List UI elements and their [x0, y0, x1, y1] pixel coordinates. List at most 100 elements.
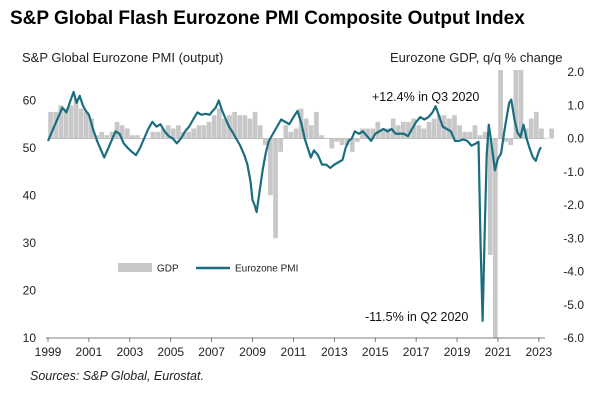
gdp-bar: [493, 138, 498, 338]
gdp-bar: [78, 108, 84, 139]
gdp-bar: [380, 128, 386, 139]
gdp-bar: [150, 131, 156, 139]
gdp-bar: [124, 128, 130, 139]
gdp-bar: [119, 125, 125, 139]
gdp-bar: [288, 131, 294, 139]
gdp-bar: [416, 125, 422, 139]
left-tick-label: 50: [23, 141, 37, 155]
gdp-bar: [109, 131, 115, 139]
right-tick-label: -4.0: [563, 265, 584, 279]
gdp-bar: [528, 118, 534, 139]
gdp-bar: [191, 128, 197, 139]
gdp-bar: [370, 128, 376, 139]
right-tick-label: -6.0: [563, 331, 584, 345]
gdp-bar: [206, 121, 212, 139]
gdp-bars: [48, 70, 554, 338]
gdp-bar: [273, 138, 278, 239]
gdp-bar: [176, 125, 181, 139]
gdp-bar: [533, 111, 539, 139]
gdp-bar: [257, 125, 263, 139]
gdp-bar: [513, 70, 519, 139]
gdp-bar: [462, 131, 468, 139]
gdp-bar: [421, 128, 427, 139]
gdp-bar: [360, 128, 365, 139]
gdp-bar: [155, 131, 161, 139]
gdp-bar: [99, 131, 105, 139]
x-tick-label: 2019: [444, 345, 471, 359]
left-axis-label: S&P Global Eurozone PMI (output): [22, 50, 224, 65]
x-tick-label: 2007: [198, 345, 225, 359]
x-tick-label: 2017: [403, 345, 430, 359]
gdp-bar: [426, 121, 432, 139]
gdp-bar: [303, 118, 309, 139]
gdp-bar: [237, 115, 243, 139]
gdp-bar: [549, 128, 554, 139]
right-tick-label: -1.0: [563, 165, 584, 179]
gdp-bar: [283, 125, 289, 139]
right-tick-label: -5.0: [563, 298, 584, 312]
x-tick-label: 1999: [35, 345, 62, 359]
gdp-bar: [467, 131, 473, 139]
gdp-bar: [135, 135, 140, 139]
legend: GDP Eurozone PMI: [118, 263, 298, 275]
gdp-bar: [247, 118, 253, 139]
gdp-bar: [406, 121, 411, 139]
gdp-bar: [216, 108, 222, 139]
gdp-bar: [278, 138, 283, 152]
gdp-bar: [452, 115, 457, 139]
gdp-bar: [211, 115, 217, 139]
gdp-bar: [354, 138, 360, 142]
x-tick-label: 2005: [157, 345, 184, 359]
gdp-bar: [503, 138, 508, 142]
gdp-bar: [436, 115, 442, 139]
right-tick-label: 2.0: [567, 65, 584, 79]
gdp-bar: [130, 135, 135, 139]
gdp-bar: [308, 125, 314, 139]
right-axis-label: Eurozone GDP, q/q % change: [390, 50, 563, 65]
gdp-bar: [319, 135, 324, 139]
gdp-bar: [431, 118, 437, 139]
gdp-bar: [498, 70, 503, 139]
gdp-bar: [375, 121, 381, 139]
gdp-bar: [539, 128, 544, 139]
annotation-high: +12.4% in Q3 2020: [372, 90, 479, 104]
gdp-bar: [63, 108, 69, 139]
gdp-bar: [48, 111, 53, 139]
gdp-bar: [242, 115, 248, 139]
right-tick-label: -2.0: [563, 198, 584, 212]
right-tick-label: 1.0: [567, 98, 584, 112]
left-tick-label: 60: [23, 94, 37, 108]
gdp-bar: [84, 111, 89, 139]
left-tick-label: 30: [23, 236, 37, 250]
gdp-bar: [390, 118, 396, 139]
gdp-bar: [262, 138, 268, 146]
gdp-bar: [114, 121, 120, 139]
legend-gdp-label: GDP: [157, 264, 179, 275]
gdp-bar: [447, 118, 452, 139]
left-tick-label: 40: [23, 189, 37, 203]
legend-pmi-label: Eurozone PMI: [235, 264, 298, 275]
left-tick-label: 10: [23, 331, 37, 345]
gdp-bar: [395, 125, 401, 139]
gdp-bar: [68, 105, 74, 139]
x-tick-label: 2001: [76, 345, 103, 359]
gdp-bar: [104, 135, 110, 139]
annotation-low: -11.5% in Q2 2020: [365, 310, 468, 324]
source-note: Sources: S&P Global, Eurostat.: [30, 369, 204, 383]
x-tick-label: 2023: [526, 345, 553, 359]
gdp-bar: [196, 125, 202, 139]
gdp-bar: [160, 128, 166, 139]
gdp-bar: [73, 98, 79, 139]
x-tick-label: 2003: [116, 345, 143, 359]
legend-gdp-swatch: [118, 263, 152, 272]
right-ticks: -6.0 -5.0 -4.0 -3.0 -2.0 -1.0 0.0 1.0 2.0: [563, 65, 584, 345]
right-tick-label: 0.0: [567, 132, 584, 146]
gdp-bar: [89, 118, 94, 139]
gdp-bar: [508, 138, 514, 146]
x-tick-label: 2021: [485, 345, 512, 359]
chart-title: S&P Global Flash Eurozone PMI Composite …: [10, 8, 525, 29]
gdp-bar: [293, 128, 299, 139]
gdp-bar: [401, 121, 406, 139]
pmi-line: [46, 90, 542, 322]
